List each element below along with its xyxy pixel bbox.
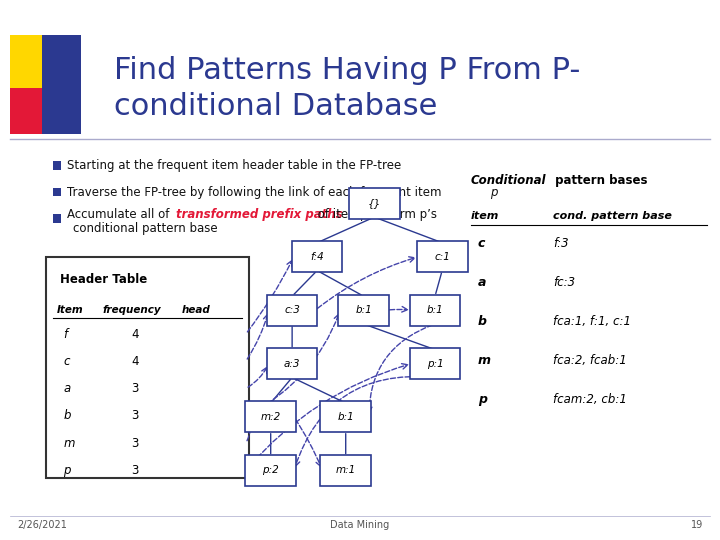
Text: frequency: frequency — [103, 305, 161, 315]
Text: 3: 3 — [131, 464, 139, 477]
FancyBboxPatch shape — [10, 88, 49, 134]
Text: m: m — [478, 354, 491, 367]
Text: p: p — [63, 464, 71, 477]
Text: 19: 19 — [690, 521, 703, 530]
FancyBboxPatch shape — [10, 35, 49, 88]
Text: item: item — [471, 211, 499, 221]
Text: Accumulate all of: Accumulate all of — [67, 208, 174, 221]
Text: pattern bases: pattern bases — [551, 174, 647, 187]
Text: Conditional: Conditional — [471, 174, 546, 187]
FancyBboxPatch shape — [53, 214, 60, 223]
Text: m:1: m:1 — [336, 465, 356, 475]
Text: 3: 3 — [131, 382, 139, 395]
Text: Starting at the frequent item header table in the FP-tree: Starting at the frequent item header tab… — [67, 159, 401, 172]
Text: {}: {} — [368, 198, 381, 208]
FancyBboxPatch shape — [246, 401, 296, 433]
Text: m: m — [63, 437, 75, 450]
Text: 2/26/2021: 2/26/2021 — [17, 521, 67, 530]
FancyBboxPatch shape — [349, 188, 400, 219]
Text: 3: 3 — [131, 437, 139, 450]
FancyBboxPatch shape — [338, 295, 389, 326]
Text: a:3: a:3 — [284, 359, 300, 368]
FancyBboxPatch shape — [246, 455, 296, 486]
Text: 3: 3 — [131, 409, 139, 422]
Text: b:1: b:1 — [338, 412, 354, 422]
Text: c: c — [63, 355, 70, 368]
Text: f:3: f:3 — [553, 237, 569, 250]
Text: p: p — [478, 393, 487, 406]
Text: c:3: c:3 — [284, 305, 300, 315]
Text: m:2: m:2 — [261, 412, 281, 422]
Text: of item: of item — [314, 208, 363, 221]
Text: b:1: b:1 — [355, 305, 372, 315]
Text: c: c — [478, 237, 485, 250]
Text: Traverse the FP-tree by following the link of each frequent item: Traverse the FP-tree by following the li… — [67, 186, 446, 199]
Text: Item: Item — [56, 305, 83, 315]
FancyBboxPatch shape — [42, 88, 81, 134]
Text: a: a — [63, 382, 71, 395]
Text: 4: 4 — [131, 355, 139, 368]
FancyBboxPatch shape — [417, 241, 467, 272]
FancyBboxPatch shape — [267, 348, 318, 379]
Text: head: head — [181, 305, 210, 315]
Text: p:1: p:1 — [427, 359, 444, 368]
Text: fca:2, fcab:1: fca:2, fcab:1 — [553, 354, 626, 367]
Text: c:1: c:1 — [434, 252, 450, 262]
Text: b: b — [63, 409, 71, 422]
Text: f: f — [63, 328, 68, 341]
Text: Find Patterns Having P From P-
conditional Database: Find Patterns Having P From P- condition… — [114, 56, 580, 121]
Text: cond. pattern base: cond. pattern base — [553, 211, 672, 221]
Text: Data Mining: Data Mining — [330, 521, 390, 530]
Text: fc:3: fc:3 — [553, 276, 575, 289]
FancyBboxPatch shape — [292, 241, 343, 272]
Text: a: a — [478, 276, 486, 289]
Text: fca:1, f:1, c:1: fca:1, f:1, c:1 — [553, 315, 631, 328]
Text: fcam:2, cb:1: fcam:2, cb:1 — [553, 393, 627, 406]
FancyBboxPatch shape — [53, 188, 60, 196]
FancyBboxPatch shape — [267, 295, 318, 326]
FancyBboxPatch shape — [53, 161, 60, 170]
Text: p: p — [490, 186, 498, 199]
Text: conditional pattern base: conditional pattern base — [73, 222, 217, 235]
Text: p:2: p:2 — [262, 465, 279, 475]
Text: p: p — [360, 208, 367, 221]
FancyBboxPatch shape — [45, 256, 249, 478]
FancyBboxPatch shape — [320, 401, 371, 433]
Text: b:1: b:1 — [427, 305, 444, 315]
Text: transformed prefix paths: transformed prefix paths — [176, 208, 342, 221]
Text: b: b — [478, 315, 487, 328]
Text: to form p’s: to form p’s — [369, 208, 436, 221]
Text: 4: 4 — [131, 328, 139, 341]
Text: f:4: f:4 — [310, 252, 324, 262]
FancyBboxPatch shape — [410, 295, 460, 326]
FancyBboxPatch shape — [410, 348, 460, 379]
FancyBboxPatch shape — [320, 455, 371, 486]
FancyBboxPatch shape — [42, 35, 81, 88]
Text: Header Table: Header Table — [60, 273, 147, 286]
